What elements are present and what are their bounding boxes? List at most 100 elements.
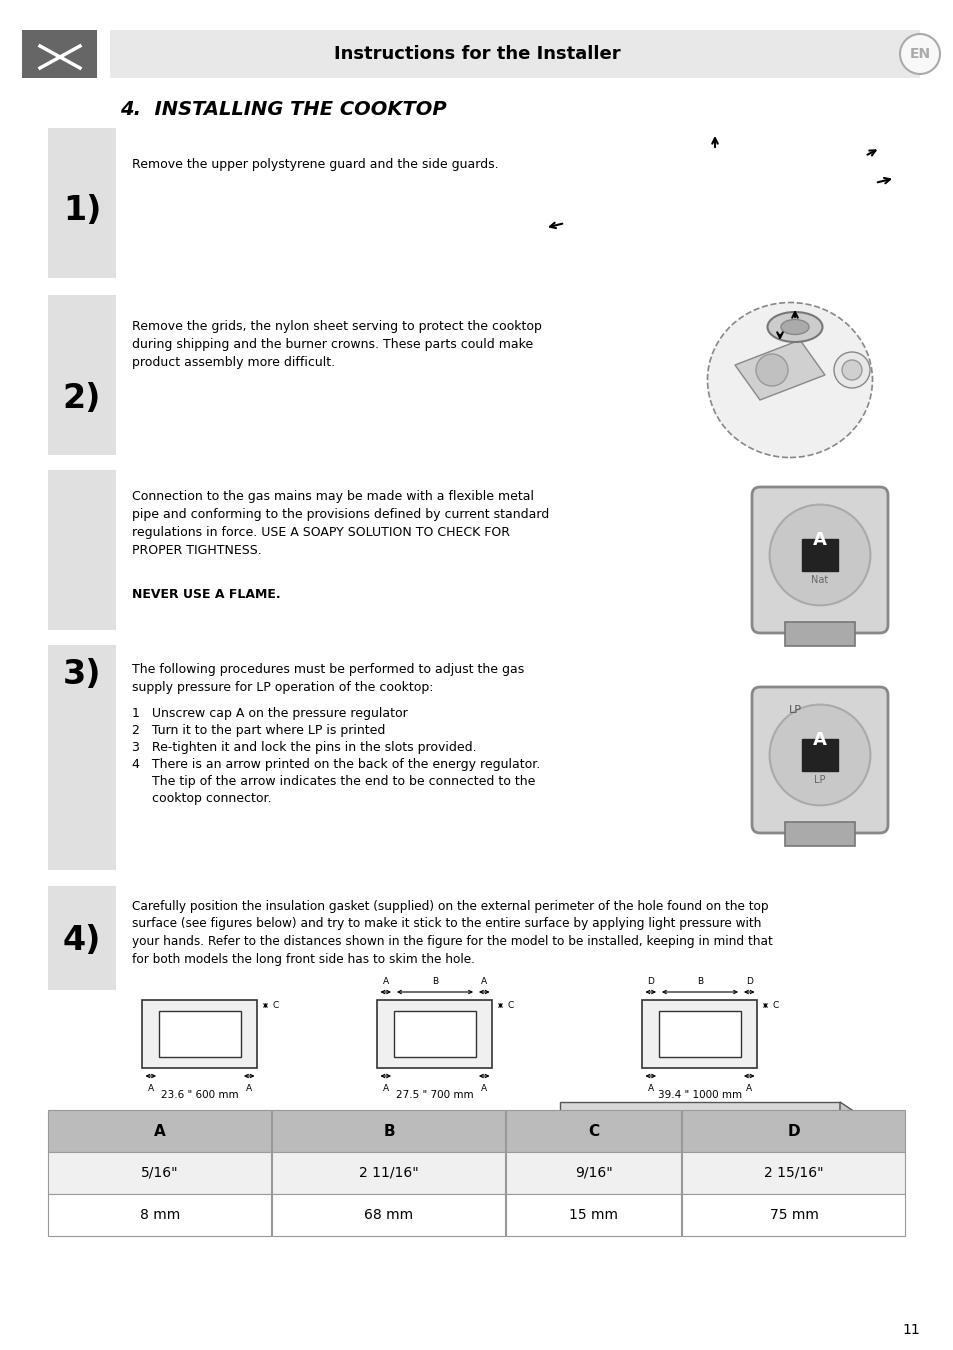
Text: Nat: Nat [810, 575, 828, 585]
Text: A: A [647, 1084, 653, 1094]
Text: A: A [148, 1084, 153, 1094]
Text: A: A [382, 977, 389, 986]
Text: 4   There is an arrow printed on the back of the energy regulator.
     The tip : 4 There is an arrow printed on the back … [132, 757, 539, 805]
Bar [681, 1193, 904, 1237]
Circle shape [659, 1135, 670, 1148]
Text: A: A [154, 1123, 166, 1138]
Bar [272, 1152, 504, 1193]
Text: 4.  INSTALLING THE COOKTOP: 4. INSTALLING THE COOKTOP [120, 100, 446, 119]
Text: D: D [745, 977, 752, 986]
Text: A: A [745, 1084, 752, 1094]
Text: Carefully position the insulation gasket (supplied) on the external perimeter of: Carefully position the insulation gasket… [132, 900, 772, 965]
Text: A: A [382, 1084, 389, 1094]
Polygon shape [734, 340, 824, 400]
Bar [659, 1011, 740, 1057]
Circle shape [703, 1135, 716, 1148]
Ellipse shape [767, 312, 821, 342]
Text: 1   Unscrew cap A on the pressure regulator: 1 Unscrew cap A on the pressure regulato… [132, 707, 407, 720]
Text: 3   Re-tighten it and lock the pins in the slots provided.: 3 Re-tighten it and lock the pins in the… [132, 741, 476, 755]
Text: 11: 11 [902, 1323, 919, 1336]
Text: 9/16": 9/16" [575, 1166, 612, 1180]
Bar [272, 1110, 504, 1152]
Text: C: C [588, 1123, 598, 1138]
Circle shape [899, 34, 939, 74]
Text: LP: LP [788, 705, 801, 716]
Bar [681, 1152, 904, 1193]
Text: 23.6 " 600 mm: 23.6 " 600 mm [161, 1089, 238, 1100]
FancyBboxPatch shape [784, 622, 854, 647]
Text: 15 mm: 15 mm [569, 1208, 618, 1222]
Circle shape [755, 354, 787, 386]
Text: EN: EN [908, 47, 929, 61]
Text: 4): 4) [63, 923, 101, 957]
Bar [110, 30, 919, 78]
Bar [48, 296, 116, 455]
Text: C: C [273, 1000, 278, 1010]
Text: 5/16": 5/16" [141, 1166, 178, 1180]
Text: LP: LP [814, 775, 825, 784]
Text: 68 mm: 68 mm [364, 1208, 414, 1222]
Polygon shape [559, 1102, 840, 1183]
FancyBboxPatch shape [801, 539, 837, 571]
Text: 2 11/16": 2 11/16" [358, 1166, 418, 1180]
FancyBboxPatch shape [751, 487, 887, 633]
Text: A: A [246, 1084, 252, 1094]
Text: A: A [812, 531, 826, 549]
Ellipse shape [781, 320, 808, 335]
Bar [505, 1152, 680, 1193]
Circle shape [614, 1135, 625, 1148]
Text: 2   Turn it to the part where LP is printed: 2 Turn it to the part where LP is printe… [132, 724, 385, 737]
Text: Remove the upper polystyrene guard and the side guards.: Remove the upper polystyrene guard and t… [132, 158, 498, 171]
Text: B: B [697, 977, 702, 986]
Bar [394, 1011, 476, 1057]
FancyBboxPatch shape [801, 738, 837, 771]
Bar [641, 1000, 757, 1068]
Text: 39.4 " 1000 mm: 39.4 " 1000 mm [658, 1089, 741, 1100]
Text: 2): 2) [63, 382, 101, 416]
Bar [48, 1193, 271, 1237]
Polygon shape [559, 1183, 869, 1202]
FancyBboxPatch shape [751, 687, 887, 833]
Circle shape [748, 1135, 760, 1148]
Bar [48, 1152, 271, 1193]
Text: C: C [507, 1000, 514, 1010]
Text: D: D [787, 1123, 800, 1138]
Text: C: C [772, 1000, 778, 1010]
Circle shape [769, 505, 869, 605]
Bar [505, 1110, 680, 1152]
Bar [377, 1000, 492, 1068]
Text: 3): 3) [63, 659, 101, 691]
Text: D: D [647, 977, 654, 986]
Bar [48, 886, 116, 990]
Text: 27.5 " 700 mm: 27.5 " 700 mm [395, 1089, 474, 1100]
Bar [142, 1000, 257, 1068]
Circle shape [769, 705, 869, 806]
Bar [505, 1193, 680, 1237]
Bar [159, 1011, 241, 1057]
Text: 2 15/16": 2 15/16" [763, 1166, 823, 1180]
Text: NEVER USE A FLAME.: NEVER USE A FLAME. [132, 589, 280, 601]
Bar [681, 1110, 904, 1152]
Bar [48, 1110, 271, 1152]
Text: A: A [480, 1084, 487, 1094]
Text: 1): 1) [63, 194, 101, 227]
Text: Instructions for the Installer: Instructions for the Installer [334, 45, 619, 63]
Text: Remove the grids, the nylon sheet serving to protect the cooktop
during shipping: Remove the grids, the nylon sheet servin… [132, 320, 541, 369]
Text: The following procedures must be performed to adjust the gas
supply pressure for: The following procedures must be perform… [132, 663, 524, 694]
Text: Connection to the gas mains may be made with a flexible metal
pipe and conformin: Connection to the gas mains may be made … [132, 490, 549, 558]
Bar [48, 470, 116, 630]
Circle shape [841, 360, 862, 379]
Bar [48, 128, 116, 278]
Ellipse shape [707, 302, 872, 458]
Text: B: B [383, 1123, 395, 1138]
Circle shape [833, 352, 869, 387]
Bar [48, 645, 116, 869]
Text: 75 mm: 75 mm [769, 1208, 818, 1222]
Text: B: B [432, 977, 437, 986]
Bar [22, 30, 97, 78]
Text: A: A [480, 977, 487, 986]
Bar [272, 1193, 504, 1237]
Polygon shape [840, 1102, 869, 1202]
FancyBboxPatch shape [784, 822, 854, 846]
Text: 8 mm: 8 mm [140, 1208, 180, 1222]
